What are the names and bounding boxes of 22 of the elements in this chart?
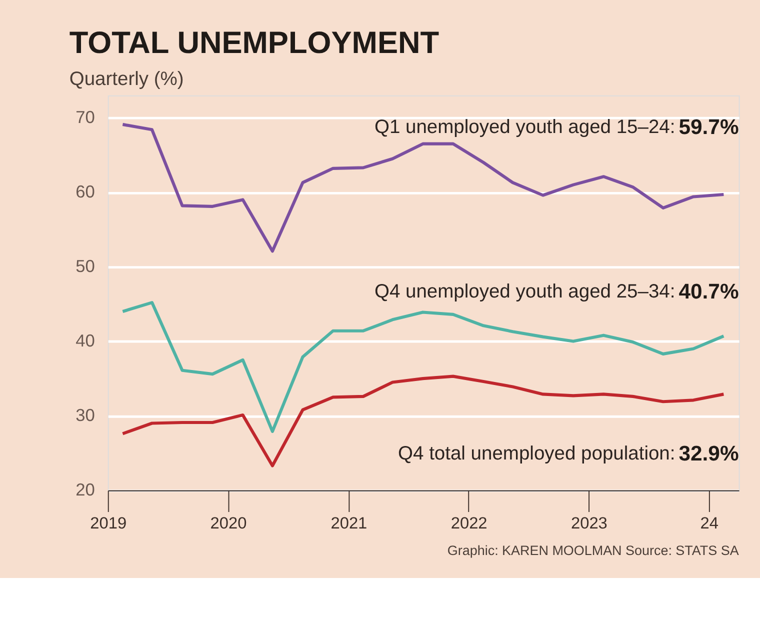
y-tick-label: 30 bbox=[76, 405, 95, 426]
y-tick-label: 60 bbox=[76, 182, 95, 202]
series-label: Q4 unemployed youth aged 25–34: bbox=[374, 282, 676, 303]
line-series bbox=[121, 301, 726, 433]
x-tick-label: 2023 bbox=[571, 514, 608, 532]
y-tick-label: 40 bbox=[76, 330, 95, 351]
x-tick-label: 2020 bbox=[210, 514, 247, 532]
series-label: Q1 unemployed youth aged 15–24: bbox=[374, 116, 676, 138]
x-tick-label: 2022 bbox=[450, 514, 488, 532]
chart-subtitle: Quarterly (%) bbox=[69, 68, 184, 90]
x-tick-label: 2021 bbox=[330, 514, 368, 532]
data-label: 32.9% bbox=[678, 442, 739, 466]
chart-title: TOTAL UNEMPLOYMENT bbox=[69, 25, 440, 60]
x-tick-label: 2019 bbox=[90, 514, 127, 532]
text: Graphic: KAREN MOOLMAN Source: STATS SA bbox=[447, 542, 739, 558]
x-tick-label: 24 bbox=[700, 514, 718, 532]
data-label: 59.7% bbox=[678, 116, 739, 139]
text: Q4 total unemployed population: bbox=[398, 444, 676, 465]
y-tick-label: 50 bbox=[76, 256, 95, 276]
data-label: 40.7% bbox=[678, 280, 739, 304]
y-tick-label: 70 bbox=[76, 107, 95, 128]
y-tick-label: 20 bbox=[76, 480, 95, 500]
